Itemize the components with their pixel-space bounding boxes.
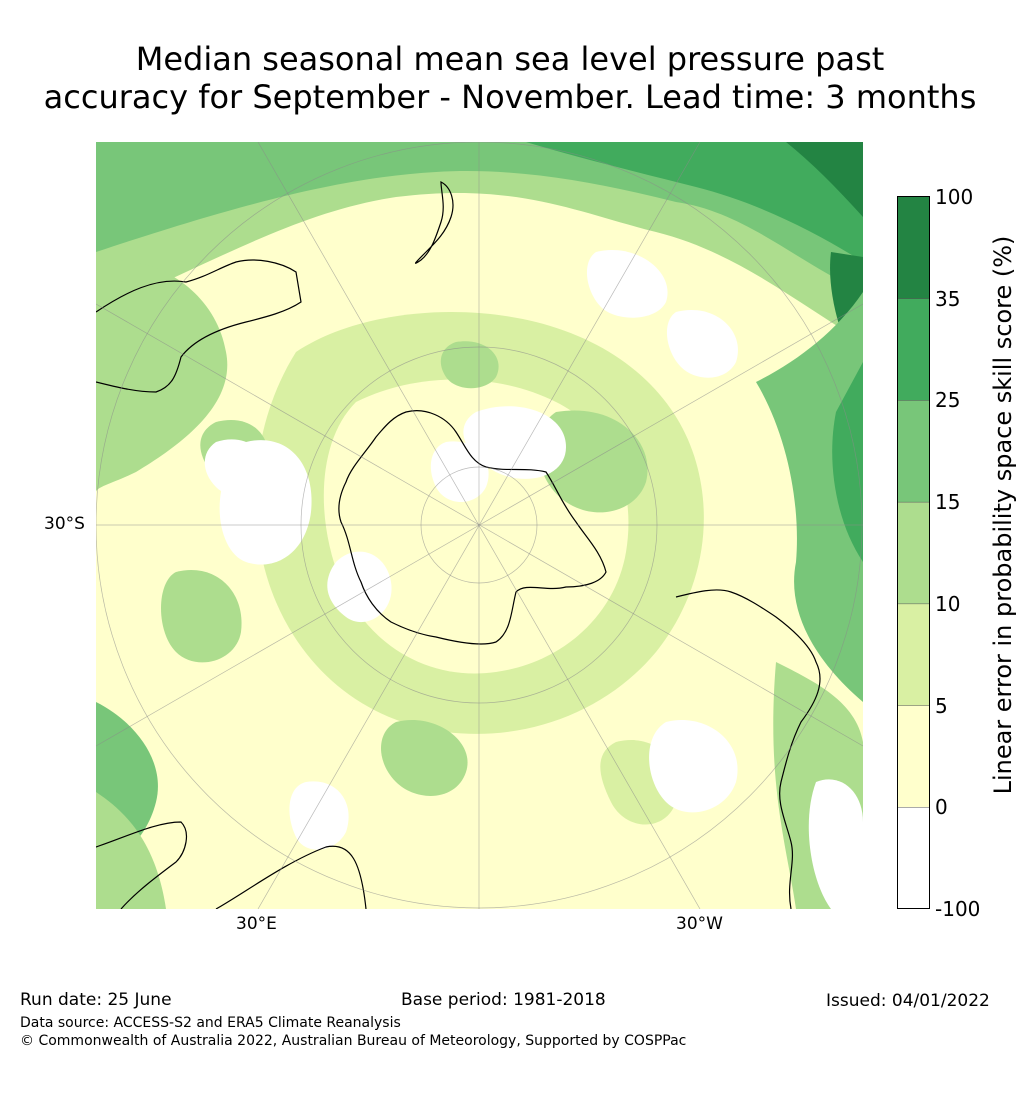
title-line-1: Median seasonal mean sea level pressure …	[135, 40, 885, 78]
run-date: Run date: 25 June	[20, 990, 172, 1010]
longitude-label-30e: 30°E	[236, 914, 277, 934]
colorbar-bin	[898, 603, 929, 706]
data-source: Data source: ACCESS-S2 and ERA5 Climate …	[20, 1015, 401, 1031]
new-zealand-coastline	[414, 181, 454, 264]
colorbar-bin	[898, 400, 929, 503]
colorbar-title: Linear error in probability space skill …	[989, 235, 1017, 795]
colorbar-tick-label: 15	[935, 490, 961, 515]
colorbar-bin	[898, 807, 929, 909]
skill-regions	[96, 142, 863, 909]
colorbar-bin	[898, 197, 929, 299]
title-line-2: accuracy for September - November. Lead …	[43, 78, 977, 116]
colorbar-tick-label: -100	[935, 897, 981, 921]
colorbar-tick-label: 5	[935, 693, 948, 718]
map-title: Median seasonal mean sea level pressure …	[0, 40, 1020, 116]
colorbar-tick-label: 35	[935, 286, 961, 311]
copyright: © Commonwealth of Australia 2022, Austra…	[20, 1033, 687, 1049]
africa-coastline	[96, 821, 188, 909]
longitude-label-30w: 30°W	[676, 914, 723, 934]
base-period: Base period: 1981-2018	[401, 990, 606, 1010]
south-america-coastline	[675, 589, 821, 909]
colorbar-tick-label: 0	[935, 795, 948, 820]
colorbar-tick-label: 10	[935, 591, 961, 616]
colorbar-tick-label: 25	[935, 388, 961, 413]
colorbar-tick-label: 100	[935, 185, 974, 209]
australia-coastline	[96, 259, 302, 393]
antarctica-coastline	[338, 410, 607, 645]
colorbar-bin	[898, 705, 929, 808]
skill-score-map	[96, 142, 863, 909]
colorbar-bin	[898, 502, 929, 604]
coastlines	[96, 181, 821, 909]
issued-date: Issued: 04/01/2022	[826, 991, 990, 1011]
graticule	[96, 142, 863, 909]
colorbar	[897, 196, 930, 909]
latitude-label: 30°S	[44, 514, 85, 534]
colorbar-bin	[898, 298, 929, 401]
southern-africa-coastline	[215, 845, 367, 909]
